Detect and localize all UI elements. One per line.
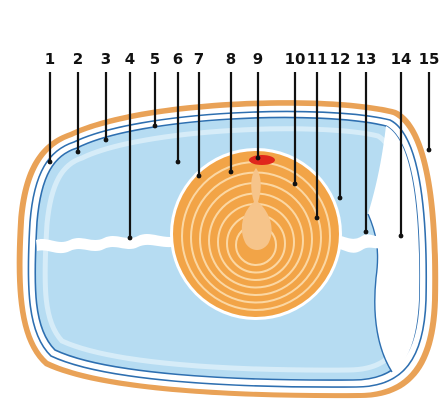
leader-dot [314,215,320,221]
callout-label: 7 [194,50,204,68]
leader-dot [75,149,81,155]
callout-6: 6 [173,50,183,165]
callout-label: 5 [150,50,160,68]
yolk-layers [181,161,331,311]
leader-dot [426,147,432,153]
leader-dot [363,229,369,235]
leader-dot [47,159,53,165]
leader-dot [337,195,343,201]
callout-1: 1 [45,50,55,165]
callout-label: 9 [253,50,263,68]
leader-dot [228,169,234,175]
leader-dot [175,159,181,165]
callout-label: 14 [391,50,412,68]
leader-dot [103,137,109,143]
callout-14: 14 [391,50,412,239]
callout-10: 10 [285,50,306,187]
callout-3: 3 [101,50,111,143]
callout-label: 4 [125,50,135,68]
callout-label: 12 [330,50,351,68]
outer-thin-albumen [42,126,411,373]
callout-11: 11 [307,50,328,221]
air-cell [368,126,420,372]
callout-2: 2 [73,50,83,155]
callout-15: 15 [419,50,440,153]
leader-dot [255,155,261,161]
leader-dot [196,173,202,179]
latebra [241,168,272,250]
callout-4: 4 [125,50,135,241]
air-cell-membrane [367,213,393,373]
callout-label: 2 [73,50,83,68]
callout-label: 1 [45,50,55,68]
callout-label: 11 [307,50,328,68]
callout-label: 10 [285,50,306,68]
leader-dot [292,181,298,187]
germinal-disc [249,155,275,165]
callout-label: 6 [173,50,183,68]
callout-13: 13 [356,50,377,235]
callout-label: 3 [101,50,111,68]
leader-dot [127,235,133,241]
chalaza-right [330,234,386,253]
inner-shell-membrane [34,116,421,381]
callout-label: 8 [226,50,236,68]
leader-dot [152,123,158,129]
callout-12: 12 [330,50,351,201]
callout-5: 5 [150,50,160,129]
chalaza-left [36,234,178,254]
callout-9: 9 [253,50,263,161]
callout-7: 7 [194,50,204,179]
callout-label: 13 [356,50,377,68]
inner-shell-membrane-outer-line [27,110,428,388]
leader-dot [398,233,404,239]
callout-8: 8 [226,50,236,175]
callout-label: 15 [419,50,440,68]
